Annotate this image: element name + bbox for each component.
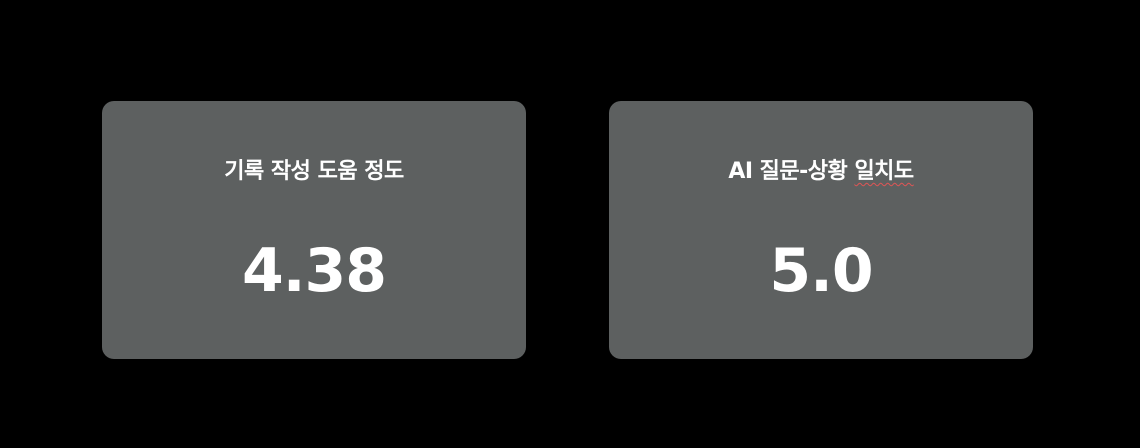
metric-title: 기록 작성 도움 정도 [224, 159, 404, 184]
metric-card-ai-match: AI 질문-상황 일치도 5.0 [609, 101, 1033, 359]
metric-title: AI 질문-상황 일치도 [609, 157, 1033, 187]
metric-value: 4.38 [241, 236, 387, 306]
metric-card-writing-help: 기록 작성 도움 정도 4.38 [102, 101, 526, 359]
metric-title-spellcheck-word: 일치도 [854, 159, 914, 184]
metric-value: 5.0 [769, 236, 873, 306]
metric-title-main: AI 질문-상황 [728, 159, 855, 184]
